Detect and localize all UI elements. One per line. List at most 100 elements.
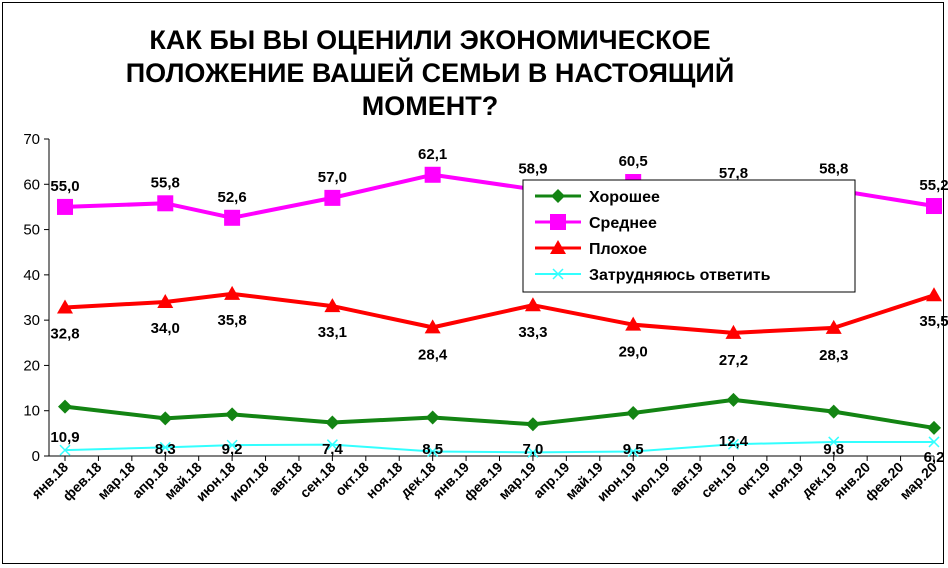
- x-marker: [928, 436, 940, 448]
- legend: Хорошее Среднее Плохое Затрудняюсь ответить: [522, 179, 856, 293]
- legend-item: Хорошее: [535, 189, 660, 206]
- x-marker-stroke: [226, 439, 238, 451]
- data-label: 8,3: [155, 441, 176, 458]
- x-marker: [527, 446, 539, 458]
- square-marker: [157, 195, 174, 212]
- data-label: 52,6: [218, 189, 247, 206]
- square-marker: [224, 209, 241, 226]
- diamond-marker: [551, 189, 565, 203]
- series-triangle: [57, 285, 942, 339]
- x-tick-label: мар.19: [495, 459, 539, 503]
- diamond-marker: [58, 399, 72, 414]
- y-tick-label: 50: [23, 222, 40, 239]
- x-marker: [627, 445, 639, 458]
- diamond-marker: [325, 415, 340, 430]
- data-label: 33,3: [518, 324, 547, 341]
- legend-item: Затрудняюсь ответить: [535, 267, 771, 284]
- triangle-marker: [324, 298, 341, 313]
- y-tick-label: 40: [23, 267, 40, 284]
- legend-label: Хорошее: [589, 189, 660, 206]
- x-tick-label: мар.18: [94, 459, 138, 503]
- x-marker-stroke: [828, 436, 840, 448]
- series-line: [64, 440, 934, 454]
- data-label: 62,1: [418, 146, 447, 163]
- x-marker: [159, 441, 171, 453]
- data-label: 33,1: [318, 324, 347, 341]
- triangle-marker: [57, 299, 73, 314]
- x-marker-stroke: [427, 445, 439, 458]
- chart-title-line: ПОЛОЖЕНИЕ ВАШЕЙ СЕМЬИ В НАСТОЯЩИЙ: [125, 58, 735, 88]
- triangle-marker: [625, 316, 642, 331]
- square-marker: [926, 198, 942, 215]
- legend-label: Плохое: [589, 241, 647, 258]
- x-marker: [552, 268, 564, 280]
- square-marker: [57, 198, 73, 215]
- x-marker-stroke: [159, 441, 171, 453]
- series-diamond: [58, 392, 941, 435]
- data-label: 57,0: [318, 169, 347, 186]
- y-tick-label: 30: [23, 312, 40, 329]
- legend-label: Среднее: [589, 215, 657, 232]
- data-label: 58,9: [518, 160, 547, 177]
- y-tick-label: 0: [32, 448, 40, 465]
- data-label: 9,8: [823, 441, 844, 458]
- x-marker-stroke: [627, 445, 639, 458]
- triangle-marker: [424, 319, 441, 334]
- x-marker-stroke: [552, 268, 564, 280]
- diamond-marker: [525, 417, 540, 432]
- y-tick-label: 20: [23, 357, 40, 374]
- data-label: 55,8: [151, 174, 180, 191]
- data-label: 9,5: [623, 441, 644, 458]
- data-label: 29,0: [619, 344, 648, 361]
- legend-item: Плохое: [535, 240, 647, 258]
- series-x: [59, 436, 940, 458]
- x-marker-stroke: [326, 439, 338, 451]
- triangle-marker: [224, 285, 241, 300]
- x-tick-label: ноя.19: [764, 459, 807, 502]
- x-marker: [326, 439, 338, 451]
- data-label: 58,8: [819, 161, 848, 178]
- data-label: 55,0: [50, 178, 79, 195]
- data-label: 28,3: [819, 347, 848, 364]
- series-lines: [57, 166, 942, 458]
- data-label: 60,5: [619, 153, 648, 170]
- data-label: 55,2: [919, 177, 948, 194]
- triangle-marker: [926, 287, 942, 302]
- data-label: 32,8: [50, 325, 79, 342]
- x-marker-stroke: [527, 446, 539, 458]
- data-label: 7,4: [322, 441, 344, 458]
- diamond-marker: [425, 410, 440, 425]
- triangle-marker: [825, 319, 842, 334]
- x-marker: [727, 438, 739, 450]
- y-tick-label: 60: [23, 176, 40, 193]
- x-tick-label: ноя.18: [363, 459, 406, 502]
- chart-title-line: КАК БЫ ВЫ ОЦЕНИЛИ ЭКОНОМИЧЕСКОЕ: [149, 25, 711, 55]
- diamond-marker: [826, 404, 841, 419]
- data-label: 6,2: [924, 449, 945, 466]
- diamond-marker: [927, 420, 941, 435]
- triangle-marker: [550, 240, 566, 254]
- square-marker: [324, 189, 341, 206]
- x-marker-stroke: [727, 438, 739, 450]
- data-label: 28,4: [418, 346, 448, 363]
- triangle-marker: [524, 297, 541, 312]
- x-marker: [427, 445, 439, 458]
- triangle-marker: [157, 294, 174, 309]
- square-marker: [424, 166, 441, 183]
- data-label: 9,2: [222, 441, 243, 458]
- x-tick-label: сен.19: [698, 459, 740, 501]
- y-tick-label: 10: [23, 403, 40, 420]
- square-marker: [550, 214, 566, 230]
- data-label: 57,8: [719, 165, 748, 182]
- x-marker: [828, 436, 840, 448]
- series-line: [64, 397, 935, 430]
- diamond-marker: [225, 407, 240, 422]
- data-label: 34,0: [151, 320, 180, 337]
- data-label: 27,2: [719, 352, 748, 369]
- legend-label: Затрудняюсь ответить: [589, 267, 771, 284]
- data-label: 7,0: [522, 441, 543, 458]
- data-label: 35,8: [218, 312, 247, 329]
- chart-title-line: МОМЕНТ?: [361, 91, 499, 121]
- triangle-marker: [725, 324, 742, 339]
- diamond-marker: [726, 392, 741, 407]
